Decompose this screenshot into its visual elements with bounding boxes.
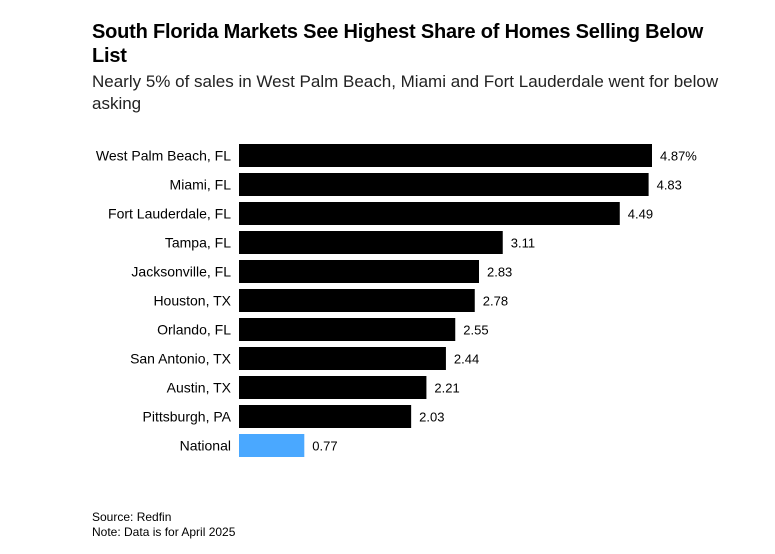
- value-label-san-antonio-tx: 2.44: [454, 352, 479, 367]
- category-label-fort-lauderdale-fl: Fort Lauderdale, FL: [108, 206, 231, 222]
- bar-orlando-fl: [239, 318, 456, 341]
- category-label-austin-tx: Austin, TX: [167, 380, 232, 396]
- source-note: Source: Redfin: [92, 510, 172, 524]
- chart-title: South Florida Markets See Highest Share …: [92, 21, 704, 67]
- value-label-tampa-fl: 3.11: [511, 236, 535, 251]
- category-label-pittsburgh-pa: Pittsburgh, PA: [143, 409, 232, 425]
- category-label-national: National: [180, 438, 231, 454]
- bar-pittsburgh-pa: [239, 405, 412, 428]
- value-label-pittsburgh-pa: 2.03: [419, 410, 444, 425]
- chart-subtitle: Nearly 5% of sales in West Palm Beach, M…: [92, 72, 719, 113]
- bar-san-antonio-tx: [239, 347, 446, 370]
- value-label-fort-lauderdale-fl: 4.49: [628, 207, 653, 222]
- value-label-west-palm-beach-fl: 4.87%: [660, 149, 697, 164]
- category-label-jacksonville-fl: Jacksonville, FL: [131, 264, 231, 280]
- category-label-tampa-fl: Tampa, FL: [165, 235, 231, 251]
- bar-miami-fl: [239, 173, 649, 196]
- chart-footer: Source: Redfin Note: Data is for April 2…: [92, 510, 235, 540]
- bar-austin-tx: [239, 376, 427, 399]
- value-label-miami-fl: 4.83: [657, 178, 682, 193]
- category-label-san-antonio-tx: San Antonio, TX: [130, 351, 232, 367]
- category-label-orlando-fl: Orlando, FL: [157, 322, 231, 338]
- value-label-orlando-fl: 2.55: [463, 323, 488, 338]
- data-note: Note: Data is for April 2025: [92, 525, 236, 539]
- bar-national: [239, 434, 305, 457]
- bar-jacksonville-fl: [239, 260, 479, 283]
- value-label-austin-tx: 2.21: [434, 381, 459, 396]
- bar-west-palm-beach-fl: [239, 144, 652, 167]
- value-label-jacksonville-fl: 2.83: [487, 265, 512, 280]
- bar-fort-lauderdale-fl: [239, 202, 620, 225]
- category-label-houston-tx: Houston, TX: [153, 293, 231, 309]
- category-label-west-palm-beach-fl: West Palm Beach, FL: [96, 148, 231, 164]
- bar-tampa-fl: [239, 231, 503, 254]
- bar-houston-tx: [239, 289, 475, 312]
- value-label-national: 0.77: [312, 439, 337, 454]
- value-label-houston-tx: 2.78: [483, 294, 508, 309]
- category-label-miami-fl: Miami, FL: [170, 177, 232, 193]
